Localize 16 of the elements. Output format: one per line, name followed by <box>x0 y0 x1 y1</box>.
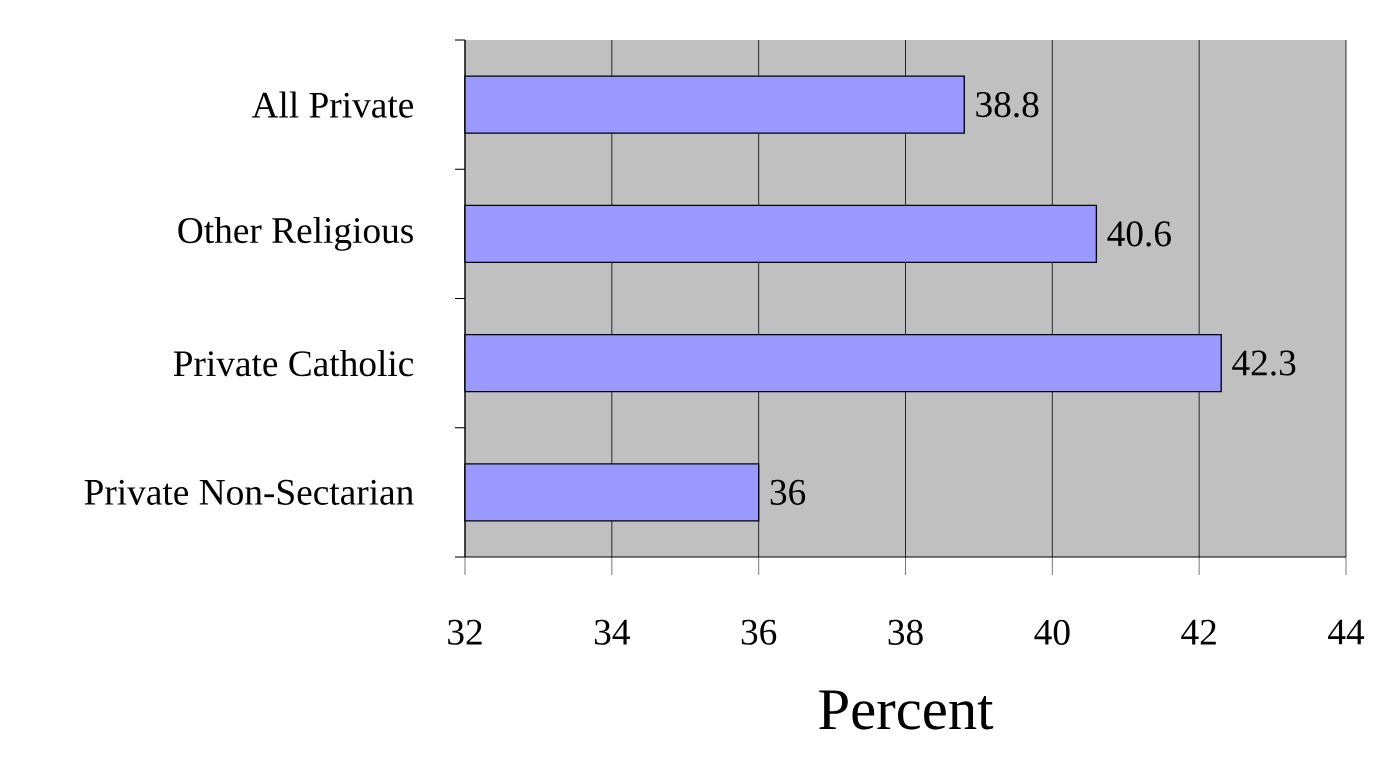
x-tick-label: 34 <box>594 619 630 645</box>
x-tick-label: 40 <box>1034 619 1070 645</box>
y-tick-label: Private Catholic <box>173 349 414 377</box>
y-tick-label: Private Non-Sectarian <box>84 479 414 505</box>
data-label: 40.6 <box>1107 221 1171 247</box>
y-tick-label: Other Religious <box>178 216 413 251</box>
x-tick-label: 32 <box>448 619 482 645</box>
x-axis-title: Percent <box>819 690 994 730</box>
x-tick-label: 36 <box>741 619 777 645</box>
x-tick-label: 42 <box>1181 619 1216 645</box>
y-tick-label: All Private <box>251 91 413 118</box>
data-label: 42.3 <box>1232 350 1296 376</box>
x-tick-label: 38 <box>888 619 923 645</box>
data-label: 38.8 <box>976 91 1039 118</box>
x-tick-label: 44 <box>1328 619 1365 645</box>
data-label: 36 <box>770 479 806 505</box>
